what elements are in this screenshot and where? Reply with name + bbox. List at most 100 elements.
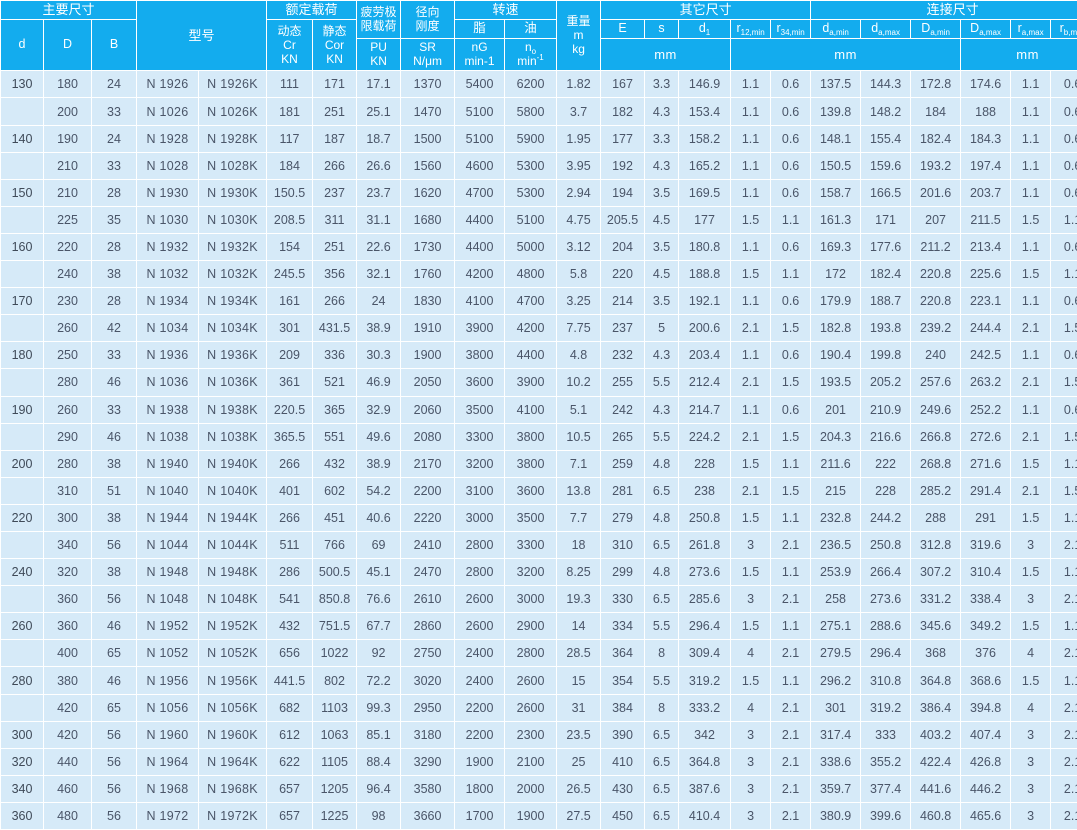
cell-B: 28 — [92, 233, 137, 260]
cell-E: 204 — [601, 233, 645, 260]
cell-B: 24 — [92, 125, 137, 152]
header-group-radial-stiffness: 径向 刚度 — [401, 1, 455, 39]
cell-SR: 3580 — [401, 775, 455, 802]
pu-unit: KN — [357, 54, 400, 68]
header-col-no: no min-1 — [505, 39, 557, 71]
cell-model_2: N 1038K — [199, 423, 267, 450]
cell-ra_max: 4 — [1011, 694, 1051, 721]
cell-Da_max: 263.2 — [961, 369, 1011, 396]
cell-Da_min: 460.8 — [911, 802, 961, 829]
cell-E: 334 — [601, 613, 645, 640]
ng-unit: min-1 — [455, 54, 504, 68]
cell-nG: 2800 — [455, 531, 505, 558]
cell-r34min: 2.1 — [771, 694, 811, 721]
cell-Da_min: 211.2 — [911, 233, 961, 260]
cell-d: 140 — [1, 125, 44, 152]
cell-E: 259 — [601, 450, 645, 477]
cell-no: 3200 — [505, 559, 557, 586]
cell-d1: 261.8 — [679, 531, 731, 558]
cell-D: 420 — [44, 694, 92, 721]
cell-model_1: N 1028 — [137, 152, 199, 179]
cell-model_2: N 1936K — [199, 342, 267, 369]
cell-model_1: N 1934 — [137, 288, 199, 315]
cell-r12min: 1.1 — [731, 179, 771, 206]
cell-model_1: N 1960 — [137, 721, 199, 748]
cell-Da_max: 211.5 — [961, 206, 1011, 233]
cell-Da_min: 182.4 — [911, 125, 961, 152]
cell-D: 240 — [44, 261, 92, 288]
cell-m: 3.95 — [557, 152, 601, 179]
cell-d1: 410.4 — [679, 802, 731, 829]
cell-m: 26.5 — [557, 775, 601, 802]
cell-da_min: 232.8 — [811, 504, 861, 531]
cell-PU: 32.1 — [357, 261, 401, 288]
cell-Cr: 657 — [267, 775, 313, 802]
cell-da_max: 182.4 — [861, 261, 911, 288]
cell-model_1: N 1926 — [137, 71, 199, 98]
cell-Da_max: 244.4 — [961, 315, 1011, 342]
cell-Da_max: 223.1 — [961, 288, 1011, 315]
cell-d1: 273.6 — [679, 559, 731, 586]
cell-da_max: 166.5 — [861, 179, 911, 206]
cell-da_max: 244.2 — [861, 504, 911, 531]
cell-Da_max: 465.6 — [961, 802, 1011, 829]
cell-d: 220 — [1, 504, 44, 531]
cell-Da_min: 257.6 — [911, 369, 961, 396]
cell-PU: 38.9 — [357, 315, 401, 342]
cell-E: 384 — [601, 694, 645, 721]
header-col-Da-min: Da,min — [911, 20, 961, 39]
cell-d: 200 — [1, 450, 44, 477]
cell-PU: 49.6 — [357, 423, 401, 450]
cell-m: 31 — [557, 694, 601, 721]
cell-d1: 296.4 — [679, 613, 731, 640]
cell-E: 310 — [601, 531, 645, 558]
cell-m: 7.75 — [557, 315, 601, 342]
cell-da_max: 273.6 — [861, 586, 911, 613]
header-group-fatigue-limit: 疲劳极 限载荷 — [357, 1, 401, 39]
cell-Cor: 802 — [313, 667, 357, 694]
weight-label: 重量 — [557, 14, 600, 28]
cell-ra_max: 2.1 — [1011, 477, 1051, 504]
cell-s: 4.3 — [645, 396, 679, 423]
cell-da_min: 215 — [811, 477, 861, 504]
cell-B: 46 — [92, 369, 137, 396]
cell-da_min: 137.5 — [811, 71, 861, 98]
cell-rb_max: 2.1 — [1051, 531, 1077, 558]
cell-da_min: 338.6 — [811, 748, 861, 775]
cell-r12min: 2.1 — [731, 369, 771, 396]
cell-da_max: 155.4 — [861, 125, 911, 152]
cell-Da_max: 426.8 — [961, 748, 1011, 775]
cell-PU: 23.7 — [357, 179, 401, 206]
cell-no: 5900 — [505, 125, 557, 152]
header-col-E: E — [601, 20, 645, 39]
cell-s: 6.5 — [645, 775, 679, 802]
cell-no: 3300 — [505, 531, 557, 558]
cell-r34min: 1.1 — [771, 667, 811, 694]
cell-da_min: 211.6 — [811, 450, 861, 477]
cell-Cr: 150.5 — [267, 179, 313, 206]
cell-r34min: 2.1 — [771, 721, 811, 748]
cell-s: 6.5 — [645, 721, 679, 748]
cell-E: 255 — [601, 369, 645, 396]
cell-Cor: 500.5 — [313, 559, 357, 586]
cell-r12min: 3 — [731, 531, 771, 558]
cell-ra_max: 3 — [1011, 531, 1051, 558]
cell-Cor: 432 — [313, 450, 357, 477]
header-group-connection-dimensions: 连接尺寸 — [811, 1, 1077, 20]
cell-s: 4.8 — [645, 450, 679, 477]
cell-SR: 1500 — [401, 125, 455, 152]
cell-PU: 72.2 — [357, 667, 401, 694]
cell-r34min: 2.1 — [771, 586, 811, 613]
cell-Cr: 266 — [267, 504, 313, 531]
cell-da_min: 182.8 — [811, 315, 861, 342]
cell-nG: 2400 — [455, 667, 505, 694]
cell-no: 2100 — [505, 748, 557, 775]
header-col-r12min: r12,min — [731, 20, 771, 39]
cell-E: 232 — [601, 342, 645, 369]
cell-ra_max: 2.1 — [1011, 315, 1051, 342]
